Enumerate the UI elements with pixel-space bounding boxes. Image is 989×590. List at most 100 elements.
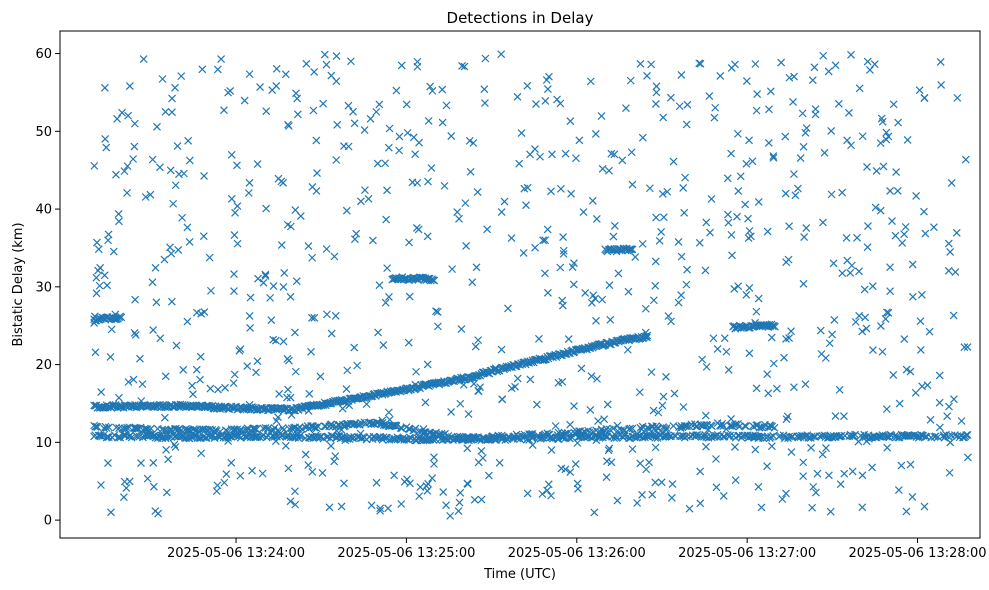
data-point <box>863 57 872 66</box>
data-point <box>824 471 833 480</box>
data-point <box>638 490 646 499</box>
data-point <box>680 208 689 217</box>
data-point <box>674 298 683 307</box>
data-point <box>731 60 739 69</box>
data-point <box>94 245 103 254</box>
data-point <box>195 425 204 434</box>
data-point <box>843 256 852 265</box>
data-point <box>454 507 463 515</box>
data-point <box>950 395 958 404</box>
data-point <box>623 345 632 354</box>
data-point <box>307 347 315 356</box>
data-point <box>375 100 384 109</box>
data-point <box>480 434 489 443</box>
data-point <box>808 76 817 85</box>
data-point <box>782 489 790 498</box>
data-point <box>603 400 612 409</box>
data-point <box>374 328 382 337</box>
data-point <box>651 478 660 487</box>
data-point <box>103 459 112 467</box>
x-tick-label: 2025-05-06 13:24:00 <box>167 546 305 561</box>
data-point <box>112 423 121 432</box>
data-point <box>138 433 147 442</box>
data-point <box>531 243 539 252</box>
data-point <box>777 58 786 67</box>
data-point <box>532 100 540 108</box>
data-point <box>751 318 760 327</box>
data-point <box>776 431 785 440</box>
data-point <box>381 159 390 168</box>
data-point <box>727 414 736 423</box>
data-point <box>901 222 910 231</box>
data-point <box>886 187 895 195</box>
data-point <box>358 433 367 442</box>
data-point <box>711 103 720 112</box>
data-point <box>566 468 575 476</box>
data-point <box>269 282 278 290</box>
data-point <box>531 145 539 153</box>
data-point <box>376 504 385 513</box>
data-point <box>214 385 222 394</box>
data-point <box>515 159 524 168</box>
data-point <box>953 93 962 102</box>
data-point <box>433 322 442 331</box>
data-point <box>397 424 406 433</box>
data-point <box>613 496 622 505</box>
data-point <box>935 398 944 407</box>
data-point <box>908 292 917 301</box>
data-point <box>610 221 619 230</box>
data-point <box>360 186 369 195</box>
data-point <box>375 281 384 290</box>
data-point <box>229 379 238 388</box>
data-point <box>322 245 331 253</box>
data-point <box>770 423 779 432</box>
data-point <box>676 424 685 432</box>
data-point <box>945 468 954 477</box>
data-point <box>882 128 891 137</box>
data-point <box>818 450 827 459</box>
data-point <box>429 379 438 388</box>
data-point <box>291 328 299 337</box>
data-point <box>829 259 838 268</box>
data-point <box>122 484 131 493</box>
data-point <box>731 476 740 485</box>
data-point <box>807 443 815 452</box>
data-point <box>497 50 506 59</box>
data-point <box>785 222 794 231</box>
data-point <box>158 75 167 83</box>
data-point <box>310 68 319 76</box>
data-point <box>169 199 178 208</box>
data-point <box>395 132 404 141</box>
data-point <box>622 104 630 113</box>
data-point <box>785 73 794 82</box>
data-point <box>216 427 225 436</box>
data-point <box>886 263 894 272</box>
data-point <box>720 334 729 343</box>
data-point <box>428 86 437 95</box>
data-point <box>769 153 778 162</box>
data-point <box>798 109 807 118</box>
data-point <box>628 180 637 189</box>
data-point <box>292 277 301 286</box>
data-point <box>259 278 268 287</box>
data-point <box>332 52 341 61</box>
data-point <box>198 65 207 74</box>
data-point <box>655 236 664 245</box>
data-point <box>430 460 438 468</box>
x-tick-label: 2025-05-06 13:25:00 <box>337 546 475 561</box>
data-point <box>291 487 299 496</box>
data-point <box>421 398 430 407</box>
data-point <box>881 315 890 323</box>
data-point <box>430 453 438 462</box>
data-point <box>626 245 635 254</box>
data-point <box>840 412 848 421</box>
data-point <box>346 57 355 66</box>
data-point <box>588 196 597 205</box>
data-point <box>522 201 530 210</box>
data-point <box>253 160 262 169</box>
data-point <box>90 319 99 327</box>
data-point <box>447 407 456 416</box>
data-point <box>419 425 428 434</box>
data-point <box>627 148 636 157</box>
data-point <box>718 419 727 428</box>
